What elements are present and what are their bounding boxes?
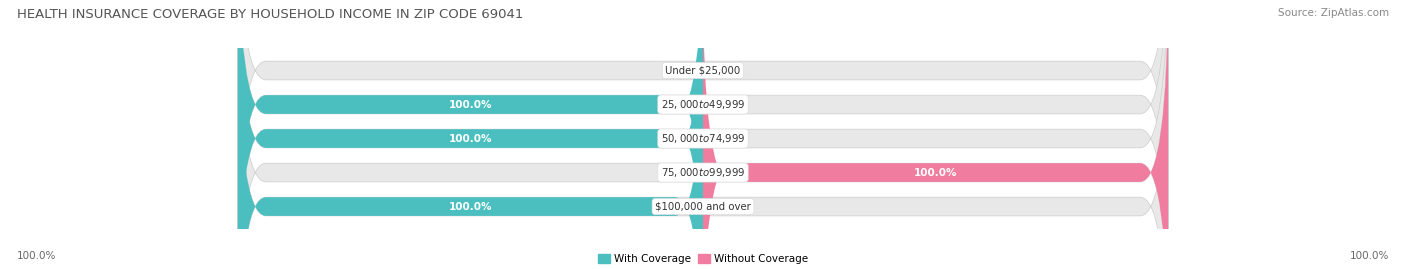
- Legend: With Coverage, Without Coverage: With Coverage, Without Coverage: [598, 254, 808, 264]
- FancyBboxPatch shape: [238, 12, 703, 269]
- Text: $25,000 to $49,999: $25,000 to $49,999: [661, 98, 745, 111]
- Text: 100.0%: 100.0%: [449, 100, 492, 109]
- FancyBboxPatch shape: [238, 0, 1168, 269]
- Text: $50,000 to $74,999: $50,000 to $74,999: [661, 132, 745, 145]
- FancyBboxPatch shape: [238, 12, 1168, 269]
- Text: 0.0%: 0.0%: [662, 168, 689, 178]
- Text: 100.0%: 100.0%: [17, 250, 56, 261]
- Text: $75,000 to $99,999: $75,000 to $99,999: [661, 166, 745, 179]
- Text: HEALTH INSURANCE COVERAGE BY HOUSEHOLD INCOME IN ZIP CODE 69041: HEALTH INSURANCE COVERAGE BY HOUSEHOLD I…: [17, 8, 523, 21]
- Text: 0.0%: 0.0%: [717, 66, 744, 76]
- Text: Under $25,000: Under $25,000: [665, 66, 741, 76]
- Text: 0.0%: 0.0%: [717, 100, 744, 109]
- FancyBboxPatch shape: [238, 0, 703, 269]
- Text: 0.0%: 0.0%: [662, 66, 689, 76]
- FancyBboxPatch shape: [238, 0, 703, 269]
- FancyBboxPatch shape: [703, 0, 1168, 269]
- FancyBboxPatch shape: [238, 0, 1168, 269]
- Text: 100.0%: 100.0%: [449, 201, 492, 211]
- Text: 100.0%: 100.0%: [914, 168, 957, 178]
- Text: Source: ZipAtlas.com: Source: ZipAtlas.com: [1278, 8, 1389, 18]
- FancyBboxPatch shape: [238, 0, 1168, 265]
- Text: 100.0%: 100.0%: [449, 133, 492, 144]
- FancyBboxPatch shape: [238, 0, 1168, 269]
- Text: 100.0%: 100.0%: [1350, 250, 1389, 261]
- Text: 0.0%: 0.0%: [717, 201, 744, 211]
- Text: $100,000 and over: $100,000 and over: [655, 201, 751, 211]
- Text: 0.0%: 0.0%: [717, 133, 744, 144]
